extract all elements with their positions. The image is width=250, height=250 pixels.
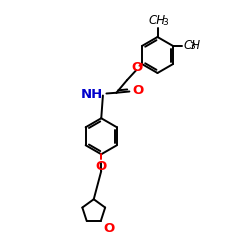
Text: 3: 3 (189, 42, 195, 51)
Text: CH: CH (184, 38, 201, 52)
Text: O: O (103, 222, 115, 235)
Text: 3: 3 (162, 18, 168, 27)
Text: NH: NH (81, 88, 104, 101)
Text: CH: CH (149, 14, 166, 26)
Text: O: O (96, 160, 107, 173)
Text: O: O (132, 61, 143, 74)
Text: O: O (133, 84, 144, 97)
